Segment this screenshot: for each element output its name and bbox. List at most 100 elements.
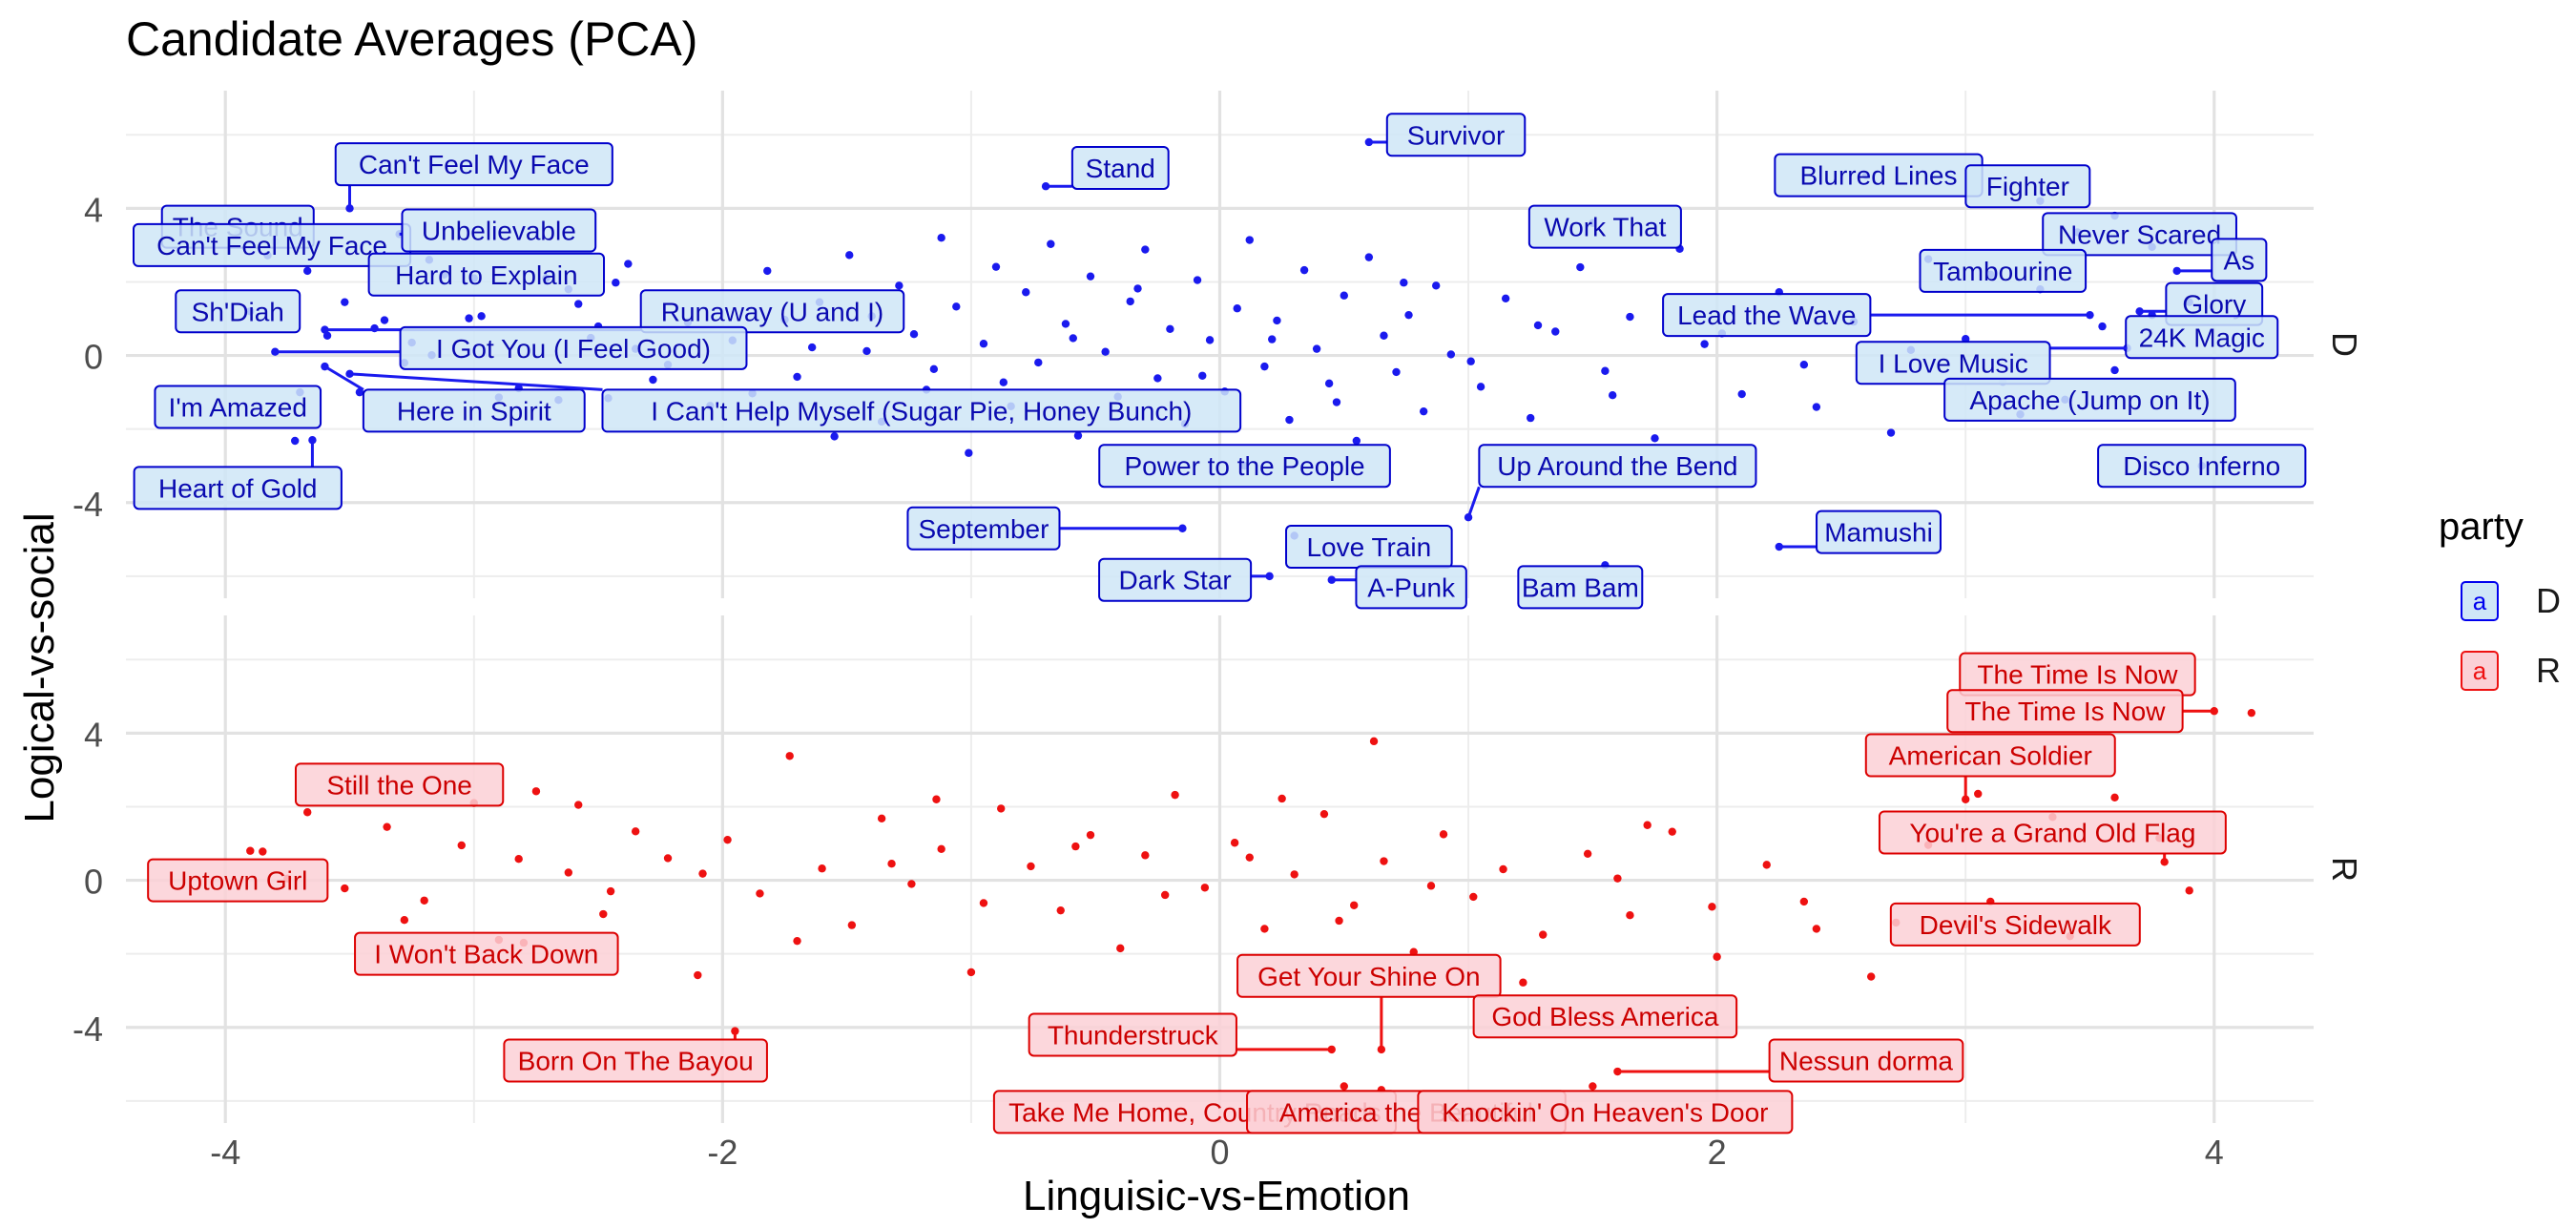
label-text: Dark Star — [1118, 566, 1231, 595]
label-text: Runaway (U and I) — [661, 297, 883, 326]
data-point — [1499, 864, 1507, 874]
data-point — [763, 266, 772, 276]
data-point — [1101, 347, 1110, 356]
data-point — [1380, 857, 1388, 865]
legend-key — [2461, 651, 2499, 691]
x-tick-label: 4 — [2205, 1133, 2224, 1172]
label-box — [1478, 444, 1757, 489]
data-point — [1583, 849, 1592, 859]
data-point — [531, 787, 541, 796]
label-text: Mamushi — [1824, 518, 1933, 548]
point-label: Born On The Bayou — [503, 1038, 768, 1083]
data-point — [1404, 310, 1413, 320]
data-point — [1974, 789, 1983, 799]
label-box — [1527, 204, 1682, 249]
data-point — [564, 868, 573, 877]
label-text: Work That — [1544, 213, 1666, 242]
data-point — [1335, 916, 1343, 926]
data-point — [909, 330, 919, 339]
data-point — [1866, 972, 1876, 981]
data-point — [1273, 316, 1281, 325]
data-point — [1601, 366, 1610, 375]
data-point — [1200, 884, 1210, 892]
legend-key-glyph: a — [2473, 587, 2487, 615]
label-box — [1417, 1090, 1794, 1134]
data-point — [979, 899, 988, 907]
data-point — [1431, 281, 1441, 290]
data-point — [1230, 839, 1239, 847]
data-point — [1171, 790, 1179, 800]
facet-panel-R: -4 0 4 The Time Is Now The Time Is Now Americ… — [73, 615, 2364, 1134]
data-point — [1737, 389, 1746, 399]
data-point — [1268, 335, 1277, 343]
point-label: A-Punk — [1355, 565, 1467, 610]
label-text: I'm Amazed — [169, 393, 307, 423]
data-point — [1377, 1045, 1386, 1054]
data-point — [400, 916, 409, 925]
data-point — [895, 281, 904, 290]
data-point — [1166, 324, 1174, 334]
data-point — [756, 889, 764, 898]
label-box — [1355, 565, 1467, 610]
label-text: September — [918, 514, 1049, 544]
label-box — [1889, 902, 2141, 947]
data-point — [723, 835, 732, 844]
data-point — [1265, 572, 1274, 581]
data-point — [1086, 830, 1095, 840]
label-box — [1070, 145, 1170, 190]
label-box — [175, 289, 301, 334]
data-point — [1278, 794, 1286, 803]
point-label: Up Around the Bend — [1478, 444, 1757, 489]
label-text: Can't Feel My Face — [359, 150, 590, 179]
label-text: Bam Bam — [1522, 572, 1639, 602]
data-point — [514, 855, 523, 864]
data-point — [457, 841, 466, 850]
data-point — [698, 869, 707, 878]
label-text: Disco Inferno — [2123, 451, 2280, 481]
data-point — [2110, 793, 2119, 802]
label-leader-line — [349, 372, 603, 391]
data-point — [1419, 406, 1428, 416]
x-tick-label: -2 — [707, 1133, 737, 1172]
data-point — [303, 266, 312, 276]
data-point — [612, 279, 620, 287]
label-text: Devil's Sidewalk — [1920, 910, 2112, 940]
label-box — [401, 208, 597, 253]
y-axis-label: Logical-vs-social — [16, 512, 63, 822]
data-point — [1245, 853, 1254, 862]
data-point — [1245, 236, 1254, 244]
label-box — [639, 289, 905, 334]
point-label: Blurred Lines — [1774, 153, 1984, 198]
label-box — [1385, 113, 1527, 157]
data-point — [341, 298, 349, 306]
data-point — [1332, 398, 1341, 406]
data-point — [380, 316, 389, 324]
label-box — [147, 858, 329, 903]
data-point — [887, 860, 896, 868]
data-point — [1539, 930, 1548, 939]
data-point — [1400, 279, 1408, 287]
data-point — [1324, 379, 1334, 388]
label-text: 24K Magic — [2139, 323, 2265, 352]
data-point — [383, 822, 391, 831]
data-point — [574, 801, 583, 809]
data-point — [1319, 809, 1329, 819]
label-text: Glory — [2182, 290, 2246, 320]
data-point — [807, 343, 817, 352]
data-point — [1799, 897, 1809, 906]
label-box — [367, 252, 606, 297]
data-point — [1799, 361, 1809, 369]
data-point — [1350, 901, 1359, 909]
data-point — [2110, 365, 2119, 375]
label-box — [1864, 733, 2116, 778]
label-box — [1236, 953, 1502, 998]
label-box — [2042, 212, 2237, 257]
x-tick-label: -4 — [210, 1133, 240, 1172]
label-text: Survivor — [1407, 120, 1506, 150]
point-label: Get Your Shine On — [1236, 953, 1502, 998]
label-text: Still the One — [326, 770, 472, 800]
data-point — [1551, 327, 1560, 336]
data-point — [1340, 291, 1348, 300]
label-box — [2211, 238, 2268, 282]
